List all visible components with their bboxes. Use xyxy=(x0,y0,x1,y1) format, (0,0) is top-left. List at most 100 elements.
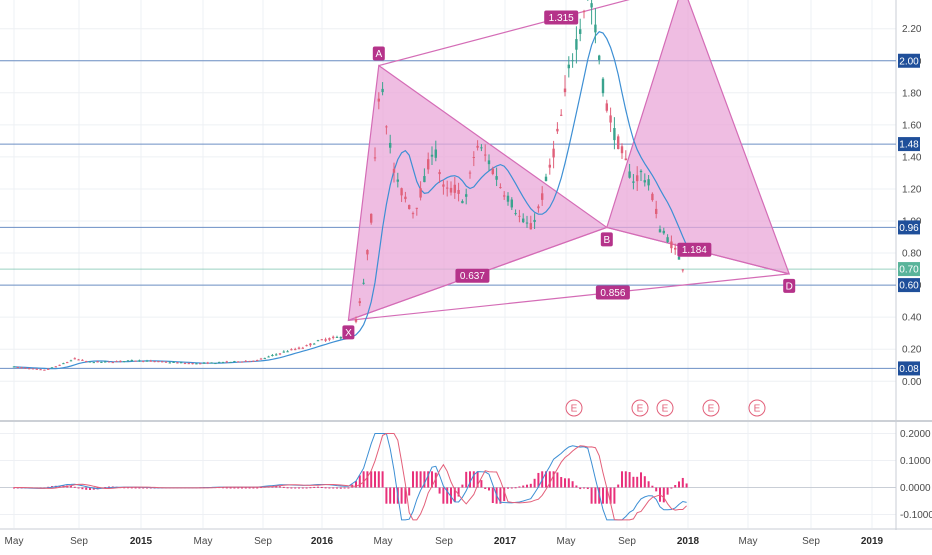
candle-body xyxy=(651,193,654,201)
osc-histogram-bar xyxy=(355,481,357,488)
candle-body xyxy=(206,362,209,364)
candle-body xyxy=(487,160,491,165)
candle-body xyxy=(552,148,555,158)
osc-histogram-bar xyxy=(336,487,338,489)
osc-histogram-bar xyxy=(385,487,388,504)
candle-body xyxy=(662,230,665,234)
level-badge-1.48[interactable] xyxy=(898,137,920,152)
osc-histogram-bar xyxy=(465,471,468,488)
osc-histogram-bar xyxy=(453,487,456,502)
ratio-label: 0.856 xyxy=(600,288,625,299)
pattern-line-ac[interactable] xyxy=(378,0,683,67)
osc-histogram-bar xyxy=(393,487,395,504)
candle-body xyxy=(77,359,80,361)
earnings-event-marker[interactable] xyxy=(631,399,649,417)
candle-body xyxy=(560,114,563,116)
candle-body xyxy=(107,361,111,363)
y-tick-label: 0.00 xyxy=(902,377,922,388)
osc-histogram-bar xyxy=(548,471,551,488)
pattern-line-xd[interactable] xyxy=(348,273,790,321)
osc-histogram-bar xyxy=(104,487,107,489)
pattern-point-d[interactable] xyxy=(783,278,796,293)
osc-histogram-bar xyxy=(225,487,228,489)
ratio-label: 0.637 xyxy=(460,271,485,282)
osc-histogram-bar xyxy=(412,471,414,488)
candle-body xyxy=(210,362,213,364)
candle-body xyxy=(305,345,308,347)
osc-histogram-bar xyxy=(647,481,650,488)
ratio-badge-0.856[interactable] xyxy=(595,285,630,300)
osc-histogram-bar xyxy=(685,483,688,488)
ratio-badge-0.637[interactable] xyxy=(455,268,490,283)
y-tick-label: 0.20 xyxy=(902,345,922,356)
osc-histogram-bar xyxy=(142,487,145,489)
osc-histogram-bar xyxy=(438,487,441,494)
candle-body xyxy=(221,362,225,364)
candle-body xyxy=(548,164,551,168)
osc-histogram-bar xyxy=(244,487,247,489)
candle-body xyxy=(510,199,513,208)
candle-body xyxy=(134,360,137,362)
candle-body xyxy=(476,145,479,148)
osc-line-2 xyxy=(14,433,687,521)
level-badge-0.96[interactable] xyxy=(898,220,920,235)
candle-body xyxy=(563,88,567,93)
osc-histogram-bar xyxy=(529,483,532,488)
candle-body xyxy=(69,360,73,362)
candle-body xyxy=(297,347,301,349)
candle-body xyxy=(449,187,453,193)
x-tick-label: Sep xyxy=(618,536,636,547)
osc-histogram-bar xyxy=(590,487,593,504)
pattern-triangle-bcd[interactable] xyxy=(606,0,791,275)
earnings-event-marker[interactable] xyxy=(748,399,766,417)
candle-body xyxy=(598,55,601,60)
candle-body xyxy=(115,361,118,363)
candle-body xyxy=(506,195,510,202)
candle-body xyxy=(332,336,335,338)
pattern-point-a[interactable] xyxy=(372,46,385,61)
candle-body xyxy=(556,128,559,132)
earnings-event-marker[interactable] xyxy=(656,399,674,417)
candle-body xyxy=(681,269,684,271)
candle-body xyxy=(58,364,61,366)
osc-histogram-bar xyxy=(309,487,312,489)
candle-body xyxy=(415,207,418,209)
ratio-badge-1.184[interactable] xyxy=(677,242,712,257)
osc-histogram-bar xyxy=(662,487,665,503)
candle-body xyxy=(88,361,92,363)
osc-histogram-bar xyxy=(389,487,392,504)
osc-histogram-bar xyxy=(77,487,80,489)
candle-body xyxy=(430,154,434,157)
candle-body xyxy=(362,282,365,284)
candle-body xyxy=(172,362,175,364)
level-badge-0.08[interactable] xyxy=(898,361,920,376)
y-tick-label: 0.40 xyxy=(902,313,922,324)
x-tick-label: Sep xyxy=(802,536,820,547)
osc-histogram-bar xyxy=(381,471,384,488)
last-price-badge[interactable] xyxy=(898,262,920,277)
candle-body xyxy=(465,194,468,197)
pattern-point-x[interactable] xyxy=(342,325,355,340)
osc-histogram-bar xyxy=(670,487,673,489)
candle-body xyxy=(157,361,160,363)
earnings-event-label: E xyxy=(662,404,669,415)
osc-histogram-bar xyxy=(469,471,471,488)
earnings-event-marker[interactable] xyxy=(565,399,583,417)
candle-body xyxy=(123,361,126,363)
level-badge-2.00[interactable] xyxy=(898,53,920,68)
earnings-event-marker[interactable] xyxy=(702,399,720,417)
y-tick-label: 0.80 xyxy=(902,249,922,260)
candle-body xyxy=(529,223,532,230)
candle-body xyxy=(286,351,289,353)
osc-histogram-bar xyxy=(290,487,293,489)
x-tick-label: May xyxy=(194,536,213,547)
ratio-badge-1.315[interactable] xyxy=(544,10,579,25)
level-badge-0.60[interactable] xyxy=(898,278,920,293)
candle-body xyxy=(655,208,658,214)
candle-body xyxy=(278,353,282,355)
pattern-point-b[interactable] xyxy=(600,232,613,247)
osc-histogram-bar xyxy=(298,487,300,489)
candle-body xyxy=(514,213,517,215)
osc-histogram-bar xyxy=(450,487,452,504)
osc-histogram-bar xyxy=(256,487,259,489)
